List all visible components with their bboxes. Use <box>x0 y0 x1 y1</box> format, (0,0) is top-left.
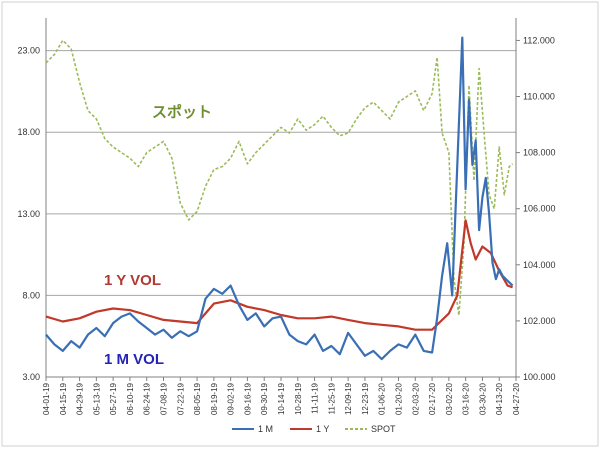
x-tick-label: 09-30-19 <box>260 382 269 415</box>
y-right-tick-label: 112.000 <box>523 35 555 45</box>
x-tick-label: 02-03-20 <box>411 382 420 415</box>
y-right-tick-label: 102.000 <box>523 316 556 326</box>
x-tick-label: 01-20-20 <box>395 382 404 415</box>
x-tick-label: 11-25-19 <box>327 382 336 414</box>
axis-layer: 3.00 8.00 13.00 18.00 23.00 100.000 102.000 104… <box>17 18 556 415</box>
x-tick-label: 01-06-20 <box>378 382 387 415</box>
legend-entry: SPOT <box>371 424 396 434</box>
x-tick-label: 04-29-19 <box>76 382 85 415</box>
legend-entry: 1 Y <box>316 424 329 434</box>
y-right-tick-label: 106.000 <box>523 204 556 214</box>
legend-entry: 1 M <box>258 424 273 434</box>
series-layer <box>45 36 514 361</box>
x-tick-label: 10-28-19 <box>294 382 303 415</box>
y-left-tick-label: 18.00 <box>17 127 40 137</box>
y-left-tick-label: 3.00 <box>22 372 40 382</box>
x-tick-label: 09-02-19 <box>227 382 236 415</box>
annotation-label: 1 M VOL <box>104 351 164 368</box>
x-tick-label: 12-23-19 <box>361 382 370 415</box>
y-right-tick-label: 100.000 <box>523 372 556 382</box>
series-line-1-m <box>45 36 514 361</box>
annotation-layer: スポット 1 Y VOL 1 M VOL <box>104 103 212 368</box>
y-right-tick-label: 110.000 <box>523 92 555 102</box>
y-right-tick-label: 104.000 <box>523 260 556 270</box>
x-tick-label: 04-15-19 <box>59 382 68 415</box>
x-tick-label: 05-27-19 <box>109 382 118 415</box>
x-tick-label: 07-22-19 <box>176 382 185 415</box>
x-tick-label: 08-19-19 <box>210 382 219 415</box>
y-right-tick-label: 108.000 <box>523 148 556 158</box>
x-tick-label: 04-13-20 <box>495 382 504 415</box>
annotation-label: 1 Y VOL <box>104 272 161 289</box>
x-tick-label: 12-09-19 <box>344 382 353 415</box>
x-tick-label: 05-13-19 <box>92 382 101 415</box>
x-tick-label: 10-14-19 <box>277 382 286 415</box>
annotation-label: スポット <box>152 103 212 121</box>
y-left-tick-label: 13.00 <box>17 209 40 219</box>
x-tick-label: 03-02-20 <box>445 382 454 415</box>
x-tick-label: 06-10-19 <box>126 382 135 415</box>
x-tick-label: 09-16-19 <box>243 382 252 415</box>
legend: 1 M 1 Y SPOT <box>232 424 396 434</box>
x-tick-label: 04-27-20 <box>512 382 521 415</box>
x-tick-label: 08-05-19 <box>193 382 202 415</box>
x-tick-label: 02-17-20 <box>428 382 437 415</box>
x-tick-label: 06-24-19 <box>143 382 152 415</box>
grid-layer <box>46 50 516 296</box>
x-tick-label: 03-16-20 <box>462 382 471 415</box>
y-left-tick-label: 8.00 <box>22 290 40 300</box>
x-tick-label: 03-30-20 <box>478 382 487 415</box>
x-tick-label: 11-11-19 <box>311 382 320 413</box>
x-tick-label: 07-08-19 <box>160 382 169 415</box>
x-tick-label: 04-01-19 <box>42 382 51 415</box>
series-line-1-y <box>45 219 513 331</box>
y-left-tick-label: 23.00 <box>17 46 40 56</box>
series-line-spot <box>45 39 514 317</box>
